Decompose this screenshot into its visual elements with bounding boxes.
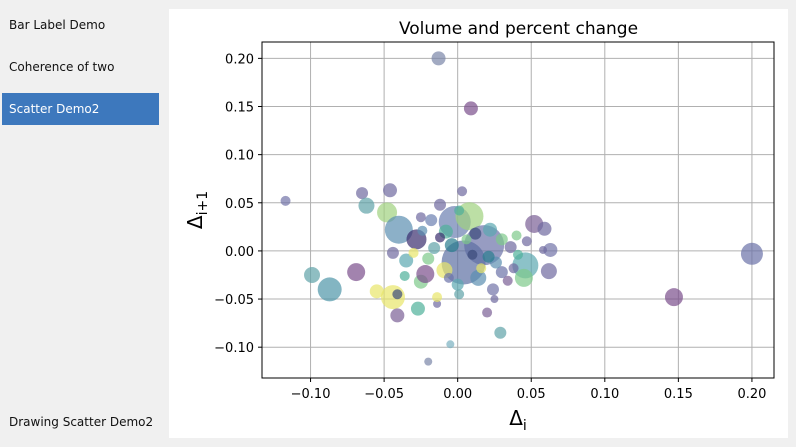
scatter-point [508, 263, 519, 274]
status-text: Drawing Scatter Demo2 [9, 415, 154, 429]
y-tick-label: 0.05 [225, 197, 254, 212]
x-tick-label: −0.05 [364, 387, 404, 402]
scatter-point [317, 277, 342, 302]
scatter-point [540, 263, 557, 280]
scatter-point [539, 245, 548, 254]
y-tick-label: −0.05 [214, 293, 254, 308]
x-tick-label: 0.10 [590, 387, 619, 402]
grid [262, 42, 774, 378]
scatter-point [511, 230, 522, 241]
x-tick-label: −0.10 [291, 387, 331, 402]
scatter-point [390, 308, 405, 323]
scatter-point [502, 275, 513, 286]
scatter-point [444, 238, 459, 253]
scatter-point [280, 195, 291, 206]
scatter-point [416, 265, 435, 284]
x-tick-label: 0.15 [664, 387, 693, 402]
y-tick-label: 0.00 [225, 245, 254, 260]
y-axis: −0.10 −0.05 0.00 0.05 0.10 0.15 0.20 [214, 52, 262, 356]
scatter-point [356, 187, 369, 200]
scatter-point [410, 301, 425, 316]
scatter-point [443, 272, 454, 283]
scatter-point [495, 233, 508, 246]
scatter-point [386, 246, 399, 259]
scatter-point [521, 236, 532, 247]
scatter-point [470, 269, 487, 286]
plot-frame [261, 41, 775, 379]
scatter-point [358, 197, 375, 214]
scatter-point [454, 205, 465, 216]
sidebar-item-bar-label-demo[interactable]: Bar Label Demo [9, 18, 106, 32]
y-tick-label: 0.20 [225, 52, 254, 67]
scatter-point [454, 289, 465, 300]
scatter-point [486, 283, 499, 296]
scatter-point [490, 295, 499, 304]
x-axis-label: Δi [509, 406, 527, 434]
scatter-point [399, 253, 414, 268]
scatter-point [425, 214, 438, 227]
scatter-point [408, 247, 419, 258]
scatter-point [457, 186, 468, 197]
scatter-point [383, 183, 397, 198]
scatter-point [304, 266, 321, 283]
scatter-point [461, 234, 472, 245]
points-layer [280, 51, 763, 366]
scatter-point [392, 289, 403, 300]
scatter-point [451, 278, 464, 291]
scatter-point [482, 250, 495, 263]
scatter-point [495, 266, 508, 279]
chart-title: Volume and percent change [399, 19, 638, 39]
sidebar-item-scatter-demo2[interactable]: Scatter Demo2 [2, 93, 159, 125]
scatter-point [431, 51, 446, 66]
scatter-point [369, 284, 384, 299]
scatter-point [399, 270, 410, 281]
y-tick-label: −0.10 [214, 341, 254, 356]
scatter-point [432, 292, 443, 303]
x-tick-label: 0.05 [517, 387, 546, 402]
scatter-point [543, 242, 558, 257]
scatter-point [428, 242, 441, 255]
scatter-point [537, 221, 552, 236]
y-tick-label: 0.15 [225, 101, 254, 116]
scatter-point [435, 232, 446, 243]
sidebar-item-coherence[interactable]: Coherence of two signals [9, 60, 115, 106]
scatter-point [446, 340, 455, 349]
sidebar: Bar Label Demo Coherence of two signals … [0, 0, 165, 447]
scatter-point [463, 101, 478, 116]
scatter-point [494, 326, 507, 339]
y-tick-label: 0.10 [225, 149, 254, 164]
x-axis: −0.10 −0.05 0.00 0.05 0.10 0.15 0.20 [291, 378, 766, 402]
scatter-point [467, 249, 478, 260]
scatter-point [482, 307, 493, 318]
scatter-chart: Volume and percent change −0.10 −0.05 0.00… [183, 19, 775, 434]
scatter-point [469, 227, 482, 240]
scatter-point [504, 241, 517, 254]
scatter-point [664, 288, 683, 307]
x-tick-label: 0.20 [737, 387, 766, 402]
scatter-point [476, 263, 487, 274]
scatter-point [740, 242, 763, 265]
scatter-point [417, 225, 428, 236]
scatter-point [377, 202, 398, 223]
scatter-point [483, 222, 498, 237]
scatter-point [433, 299, 442, 308]
y-axis-label: Δi+1 [183, 191, 211, 229]
x-tick-label: 0.00 [443, 387, 472, 402]
scatter-point [514, 268, 533, 287]
scatter-point [347, 263, 366, 282]
scatter-point [424, 357, 433, 366]
scatter-point [384, 215, 413, 244]
figure-canvas: Volume and percent change −0.10 −0.05 0.00… [169, 9, 788, 438]
scatter-point [415, 212, 426, 223]
scatter-point [422, 252, 435, 265]
scatter-point [434, 198, 447, 211]
scatter-point [513, 249, 523, 260]
